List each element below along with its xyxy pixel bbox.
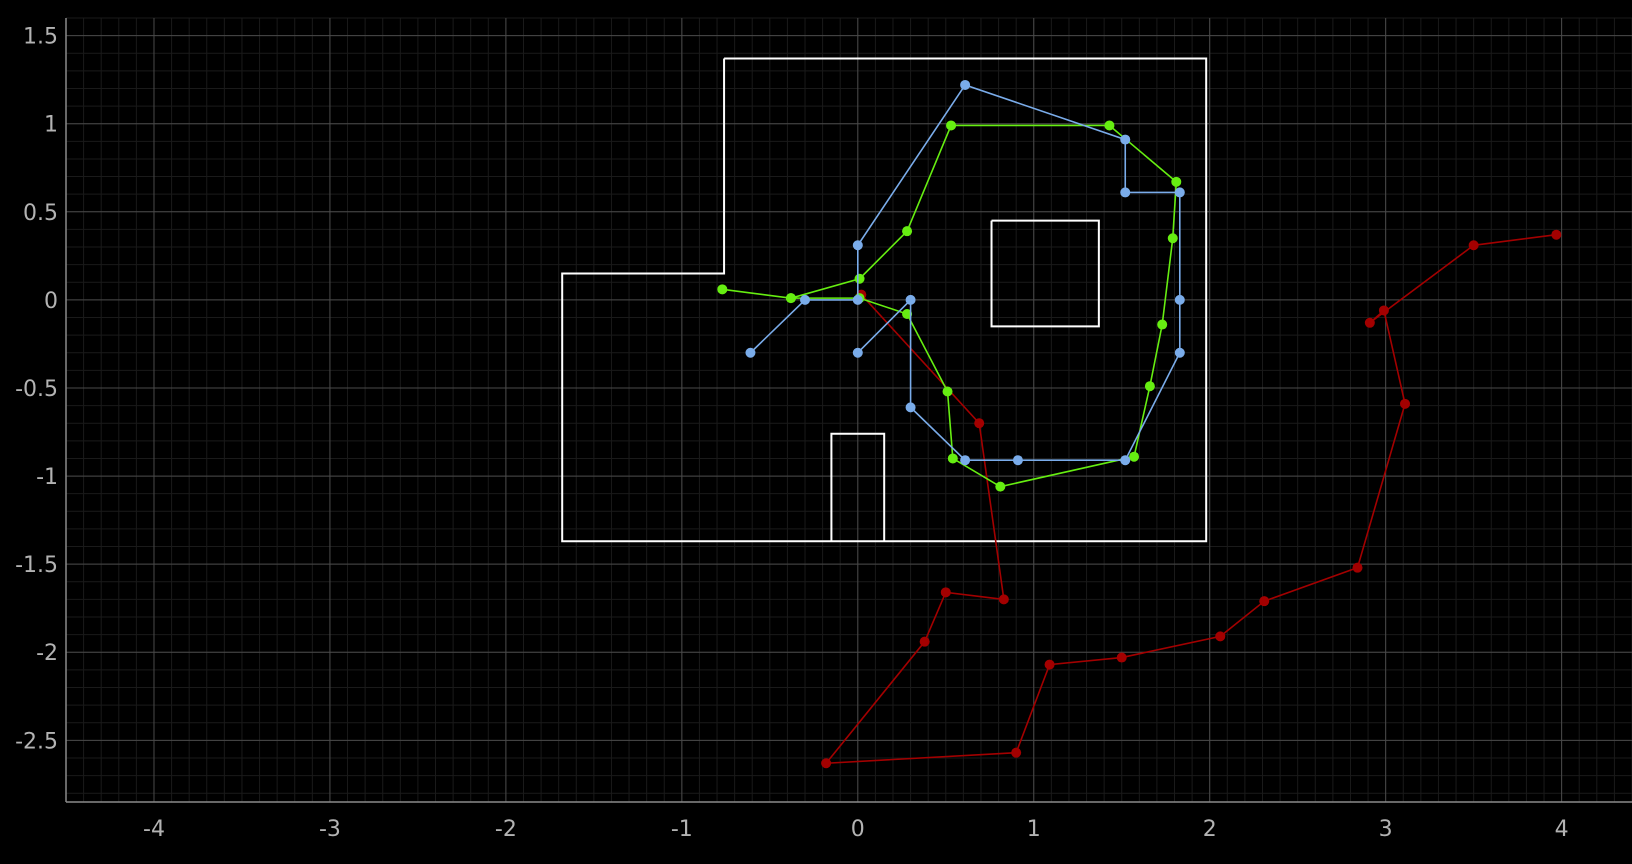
data-point — [854, 273, 865, 284]
data-point — [902, 226, 913, 237]
data-point — [995, 481, 1006, 492]
y-tick-label: -2.5 — [15, 729, 58, 754]
data-point — [974, 418, 985, 429]
x-tick-label: 1 — [1027, 817, 1041, 842]
data-point — [1167, 233, 1178, 244]
major-grid — [66, 18, 1632, 802]
data-point — [1215, 631, 1226, 642]
data-point — [1468, 240, 1479, 251]
series — [717, 120, 1182, 492]
axes — [65, 18, 1632, 803]
y-tick-label: 0.5 — [23, 201, 58, 226]
data-point — [1120, 134, 1131, 145]
y-tick-label: -0.5 — [15, 377, 58, 402]
series — [745, 79, 1185, 466]
x-tick-label: 4 — [1555, 817, 1569, 842]
data-point — [1364, 317, 1375, 328]
data-point — [1551, 229, 1562, 240]
data-point — [1116, 652, 1127, 663]
data-point — [852, 347, 863, 358]
data-point — [1352, 562, 1363, 573]
data-point — [1120, 455, 1131, 466]
data-point — [1259, 596, 1270, 607]
data-point — [905, 294, 916, 305]
x-tick-label: 2 — [1203, 817, 1217, 842]
data-point — [785, 293, 796, 304]
y-tick-labels: 1.5 1 0.5 0 -0.5 -1 -1.5 -2 -2.5 — [15, 25, 58, 755]
map-outline — [990, 219, 1100, 328]
x-tick-label: -1 — [671, 817, 693, 842]
data-point — [745, 347, 756, 358]
data-point — [942, 386, 953, 397]
data-point — [1174, 347, 1185, 358]
data-point — [1400, 398, 1411, 409]
data-point — [1171, 176, 1182, 187]
data-point — [1174, 294, 1185, 305]
map-outline — [830, 432, 886, 542]
data-point — [1011, 747, 1022, 758]
map-outlines — [561, 57, 1208, 543]
data-point — [1174, 187, 1185, 198]
data-point — [1044, 659, 1055, 670]
x-tick-label: -3 — [319, 817, 341, 842]
data-point — [1129, 451, 1140, 462]
series-lines — [717, 79, 1562, 769]
y-tick-label: -1.5 — [15, 553, 58, 578]
y-tick-label: 1.5 — [23, 25, 58, 50]
data-point — [1144, 381, 1155, 392]
data-point — [960, 79, 971, 90]
x-tick-label: -4 — [143, 817, 165, 842]
data-point — [905, 402, 916, 413]
data-point — [998, 594, 1009, 605]
map-outline — [561, 57, 1208, 543]
data-point — [821, 758, 832, 769]
data-point — [947, 453, 958, 464]
data-point — [1120, 187, 1131, 198]
data-point — [1104, 120, 1115, 131]
data-point — [852, 294, 863, 305]
data-point — [1157, 319, 1168, 330]
y-tick-label: 1 — [44, 113, 58, 138]
x-tick-label: -2 — [495, 817, 517, 842]
data-point — [919, 636, 930, 647]
series-line — [749, 83, 1181, 462]
data-point — [1378, 305, 1389, 316]
x-tick-label: 0 — [851, 817, 865, 842]
x-tick-labels: -4 -3 -2 -1 0 1 2 3 4 — [143, 817, 1569, 842]
data-point — [940, 587, 951, 598]
y-tick-label: -2 — [36, 641, 58, 666]
data-point — [852, 240, 863, 251]
y-tick-label: 0 — [44, 289, 58, 314]
data-point — [946, 120, 957, 131]
data-point — [800, 294, 811, 305]
x-tick-label: 3 — [1379, 817, 1393, 842]
data-point — [902, 308, 913, 319]
data-point — [717, 284, 728, 295]
y-tick-label: -1 — [36, 465, 58, 490]
data-point — [960, 455, 971, 466]
data-point — [1012, 455, 1023, 466]
